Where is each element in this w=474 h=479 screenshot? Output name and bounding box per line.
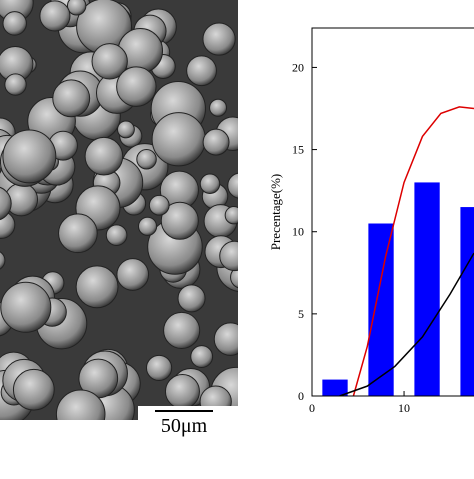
curves bbox=[339, 106, 474, 396]
particle bbox=[4, 73, 27, 96]
particle bbox=[116, 258, 150, 291]
particle bbox=[224, 206, 238, 225]
particle bbox=[105, 224, 128, 246]
particle bbox=[230, 266, 238, 289]
particle bbox=[186, 55, 217, 87]
y-axis-label: Precentage(%) bbox=[268, 174, 283, 251]
bars bbox=[322, 182, 474, 396]
scale-label: 50μm bbox=[161, 415, 208, 437]
particle bbox=[84, 136, 124, 176]
particle bbox=[177, 284, 206, 313]
particle bbox=[0, 186, 12, 221]
particle bbox=[136, 148, 157, 170]
particle bbox=[116, 66, 157, 107]
particle bbox=[12, 368, 55, 411]
particle bbox=[58, 213, 98, 254]
plot: 0 5 10 15 20 0 10 bbox=[292, 27, 474, 415]
y-tick-label: 15 bbox=[292, 143, 304, 157]
particle bbox=[52, 79, 91, 118]
particle bbox=[91, 43, 128, 80]
bar bbox=[322, 379, 348, 396]
particle bbox=[202, 128, 230, 156]
bar bbox=[368, 223, 394, 396]
axis-frame bbox=[311, 27, 474, 397]
fit-curve bbox=[352, 106, 474, 396]
particle bbox=[163, 311, 201, 349]
y-tick-label: 0 bbox=[298, 389, 304, 403]
particle bbox=[151, 112, 206, 167]
particle bbox=[116, 120, 135, 139]
particle bbox=[209, 98, 228, 117]
particle bbox=[164, 374, 200, 410]
particle bbox=[0, 281, 52, 333]
bar bbox=[460, 207, 474, 396]
particle bbox=[219, 240, 238, 272]
particle bbox=[75, 265, 119, 309]
particle bbox=[145, 354, 173, 382]
particle bbox=[39, 0, 71, 32]
x-tick-label: 10 bbox=[398, 401, 410, 415]
particle bbox=[2, 11, 27, 36]
particle bbox=[202, 22, 236, 56]
micrograph bbox=[0, 0, 238, 420]
y-tick-label: 10 bbox=[292, 225, 304, 239]
particle bbox=[190, 345, 214, 369]
particle bbox=[160, 201, 199, 240]
particle bbox=[66, 0, 87, 16]
particles bbox=[0, 0, 238, 420]
x-tick-label: 0 bbox=[309, 401, 315, 415]
particle bbox=[55, 389, 106, 420]
particle bbox=[227, 172, 238, 199]
bar bbox=[414, 182, 440, 396]
particle bbox=[2, 129, 57, 184]
y-tick-label: 20 bbox=[292, 60, 304, 74]
fit-curve bbox=[339, 252, 474, 396]
particle bbox=[0, 251, 6, 270]
particle bbox=[199, 173, 221, 194]
particle bbox=[138, 216, 158, 236]
particle bbox=[148, 194, 170, 216]
y-tick-label: 5 bbox=[298, 307, 304, 321]
particle bbox=[213, 322, 238, 356]
